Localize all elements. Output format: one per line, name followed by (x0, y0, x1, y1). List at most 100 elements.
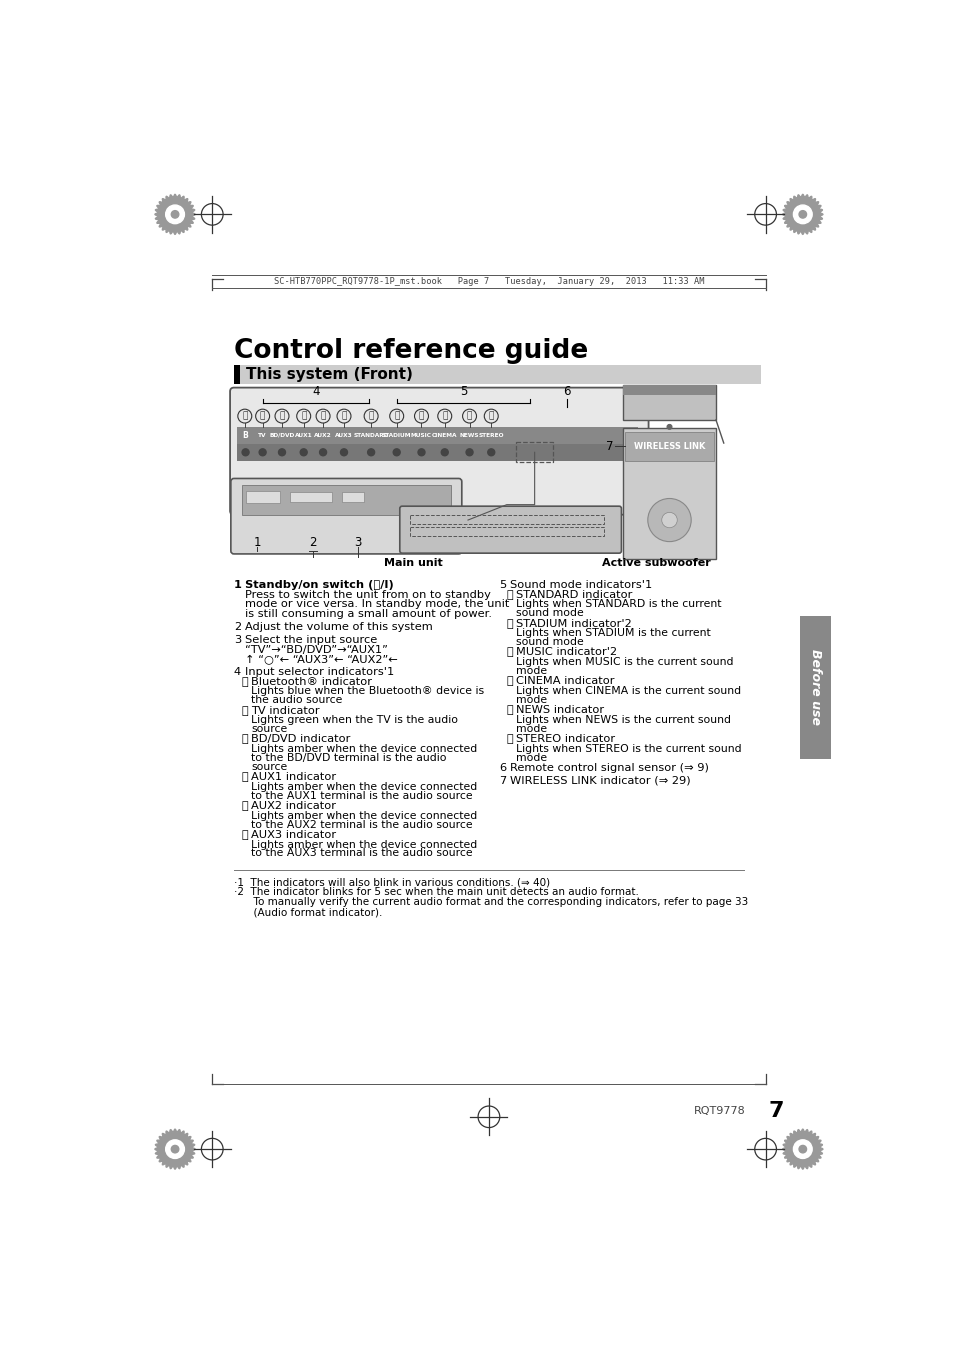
Text: Before use: Before use (808, 649, 821, 725)
Text: Lights when STEREO is the current sound: Lights when STEREO is the current sound (516, 744, 740, 753)
Bar (245, 491, 280, 504)
Text: STEREO indicator: STEREO indicator (516, 734, 615, 744)
Text: source: source (251, 724, 287, 734)
Circle shape (242, 448, 249, 456)
FancyBboxPatch shape (231, 478, 461, 554)
Text: Ⓒ: Ⓒ (279, 412, 284, 421)
Text: TV: TV (258, 433, 267, 437)
FancyBboxPatch shape (399, 506, 620, 554)
Text: to the BD/DVD terminal is the audio: to the BD/DVD terminal is the audio (251, 753, 446, 763)
Text: Ⓕ: Ⓕ (241, 830, 248, 840)
Text: RQT9778: RQT9778 (693, 1106, 744, 1115)
Text: 5: 5 (459, 385, 467, 398)
Circle shape (367, 448, 375, 456)
Text: source: source (251, 761, 287, 772)
Text: Ⓘ: Ⓘ (418, 412, 424, 421)
Text: AUX2 indicator: AUX2 indicator (251, 801, 335, 811)
Text: Standby/on switch (⏻/I): Standby/on switch (⏻/I) (245, 580, 394, 590)
Text: Ⓗ: Ⓗ (506, 618, 513, 629)
Text: to the AUX2 terminal is the audio source: to the AUX2 terminal is the audio source (251, 819, 472, 830)
Circle shape (393, 448, 399, 456)
Text: 3: 3 (354, 536, 361, 549)
Text: Lights when MUSIC is the current sound: Lights when MUSIC is the current sound (516, 657, 733, 667)
Text: Ⓓ: Ⓓ (241, 772, 248, 782)
Bar (410, 514, 603, 524)
Circle shape (793, 1139, 811, 1158)
Circle shape (666, 424, 671, 429)
Text: CINEMA: CINEMA (432, 433, 457, 437)
Text: STADIUM indicator'2: STADIUM indicator'2 (516, 618, 631, 629)
Text: Lights when STANDARD is the current: Lights when STANDARD is the current (516, 599, 720, 609)
Text: sound mode: sound mode (516, 637, 583, 647)
Circle shape (172, 1145, 178, 1153)
Bar (233, 366, 240, 383)
Text: Ⓐ: Ⓐ (241, 676, 248, 687)
Text: mode: mode (516, 666, 547, 676)
Text: WIRELESS LINK indicator (⇒ 29): WIRELESS LINK indicator (⇒ 29) (509, 776, 690, 786)
Text: “TV”→“BD/DVD”→“AUX1”: “TV”→“BD/DVD”→“AUX1” (245, 645, 387, 655)
Text: Sound mode indicators'1: Sound mode indicators'1 (509, 580, 652, 590)
Text: Ⓑ: Ⓑ (241, 706, 248, 716)
Bar (290, 493, 332, 502)
Text: Lights blue when the Bluetooth® device is: Lights blue when the Bluetooth® device i… (251, 686, 483, 697)
Text: 1: 1 (253, 536, 261, 549)
Text: Ⓔ: Ⓔ (320, 412, 325, 421)
Circle shape (793, 205, 811, 224)
Text: NEWS: NEWS (459, 433, 478, 437)
Text: Lights when CINEMA is the current sound: Lights when CINEMA is the current sound (516, 686, 740, 697)
Circle shape (340, 448, 347, 456)
Text: Ⓙ: Ⓙ (441, 412, 447, 421)
Circle shape (259, 448, 266, 456)
Text: SC-HTB770PPC_RQT9778-1P_mst.book   Page 7   Tuesday,  January 29,  2013   11:33 : SC-HTB770PPC_RQT9778-1P_mst.book Page 7 … (274, 277, 703, 286)
Circle shape (166, 1139, 184, 1158)
Text: B: B (242, 431, 248, 440)
Text: Ⓕ: Ⓕ (341, 412, 346, 421)
Text: Control reference guide: Control reference guide (233, 338, 588, 363)
Text: to the AUX1 terminal is the audio source: to the AUX1 terminal is the audio source (251, 791, 472, 801)
Text: 4: 4 (312, 385, 319, 398)
Text: ↑ “○”← “AUX3”← “AUX2”←: ↑ “○”← “AUX3”← “AUX2”← (245, 655, 397, 664)
Bar (233, 366, 760, 383)
Text: STADIUM: STADIUM (381, 433, 411, 437)
Text: CINEMA indicator: CINEMA indicator (516, 676, 614, 686)
Bar (622, 385, 716, 420)
Text: AUX1 indicator: AUX1 indicator (251, 772, 335, 782)
Bar (799, 617, 830, 759)
Text: Lights amber when the device connected: Lights amber when the device connected (251, 811, 476, 821)
Text: Bluetooth® indicator: Bluetooth® indicator (251, 676, 372, 687)
Text: sound mode: sound mode (516, 609, 583, 618)
Polygon shape (781, 194, 822, 235)
Text: Ⓓ: Ⓓ (301, 412, 306, 421)
Text: is still consuming a small amount of power.: is still consuming a small amount of pow… (245, 609, 492, 620)
Bar (236, 444, 638, 460)
Text: Ⓚ: Ⓚ (506, 705, 513, 716)
Bar (342, 493, 364, 502)
Circle shape (319, 448, 326, 456)
Text: (Audio format indicator).: (Audio format indicator). (233, 907, 382, 918)
Text: Select the input source: Select the input source (245, 634, 376, 645)
Text: 2: 2 (233, 622, 241, 632)
Text: AUX1: AUX1 (294, 433, 313, 437)
Circle shape (278, 448, 285, 456)
Circle shape (647, 498, 691, 541)
Text: Lights green when the TV is the audio: Lights green when the TV is the audio (251, 716, 457, 725)
Text: Ⓑ: Ⓑ (259, 412, 265, 421)
Text: 7: 7 (768, 1100, 783, 1120)
Text: mode: mode (516, 752, 547, 763)
Bar (410, 526, 603, 536)
Bar (624, 432, 713, 460)
Text: Ⓚ: Ⓚ (466, 412, 472, 421)
Text: Remote control signal sensor (⇒ 9): Remote control signal sensor (⇒ 9) (509, 763, 708, 774)
Text: Adjust the volume of this system: Adjust the volume of this system (245, 622, 432, 632)
Bar (516, 443, 553, 462)
Text: NEWS indicator: NEWS indicator (516, 705, 603, 716)
Text: STEREO: STEREO (478, 433, 503, 437)
Text: Ⓐ: Ⓐ (242, 412, 247, 421)
Polygon shape (154, 1129, 195, 1169)
Bar (241, 486, 451, 514)
Circle shape (166, 205, 184, 224)
Text: 1: 1 (233, 580, 241, 590)
Text: 7: 7 (605, 440, 613, 452)
Text: AUX3 indicator: AUX3 indicator (251, 830, 335, 840)
Text: Ⓙ: Ⓙ (506, 676, 513, 686)
